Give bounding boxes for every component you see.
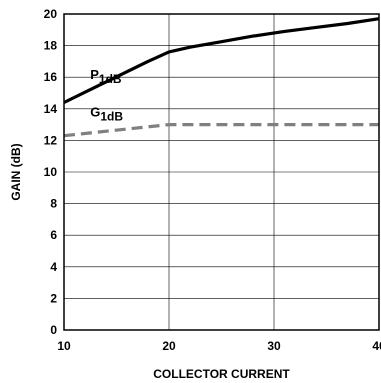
y-axis-label: GAIN (dB) <box>9 143 23 200</box>
x-tick-label: 40 <box>372 339 381 353</box>
x-axis-label: COLLECTOR CURRENT <box>153 367 290 381</box>
series-label-p1db: P1dB <box>90 67 122 86</box>
y-tick-label: 4 <box>50 260 57 274</box>
series-label-main: P <box>90 67 99 82</box>
plot-frame <box>63 13 380 331</box>
grid <box>64 14 379 330</box>
y-tick-label: 10 <box>44 165 58 179</box>
series-line-g1db <box>63 122 379 138</box>
y-tick-label: 6 <box>50 228 57 242</box>
series-line-p1db <box>63 17 380 104</box>
x-tick-label: 30 <box>267 339 281 353</box>
y-tick-label: 2 <box>50 291 57 305</box>
y-tick-label: 8 <box>50 197 57 211</box>
y-tick-label: 12 <box>44 133 58 147</box>
series-label-main: G <box>90 105 100 120</box>
y-tick-label: 0 <box>50 323 57 337</box>
y-tick-label: 16 <box>44 70 58 84</box>
series-label-sub: 1dB <box>100 110 123 124</box>
y-tick-label: 20 <box>44 7 58 21</box>
x-tick-label: 10 <box>57 339 71 353</box>
y-tick-label: 14 <box>44 102 58 116</box>
x-tick-label: 20 <box>162 339 176 353</box>
tick-labels: 0 2 4 6 8 10 12 14 16 18 20 10 20 30 40 <box>44 7 381 353</box>
series-label-sub: 1dB <box>99 72 122 86</box>
series-layer <box>63 17 380 138</box>
y-tick-label: 18 <box>44 39 58 53</box>
series-label-g1db: G1dB <box>90 105 123 124</box>
